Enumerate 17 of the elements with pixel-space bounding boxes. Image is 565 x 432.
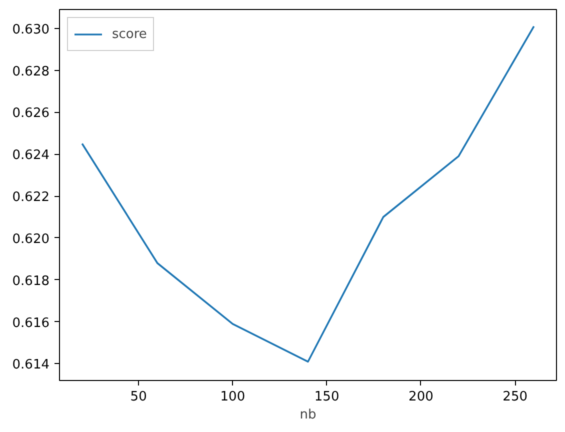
y-tick-label: 0.626 bbox=[12, 106, 50, 122]
y-tick-label: 0.618 bbox=[12, 274, 50, 289]
y-tick-label: 0.624 bbox=[12, 148, 50, 164]
x-axis-title: nb bbox=[300, 408, 316, 422]
legend-label: score bbox=[112, 26, 147, 42]
x-tick-label: 150 bbox=[314, 390, 340, 404]
y-tick-label: 0.622 bbox=[12, 190, 50, 206]
x-tick-label: 250 bbox=[502, 390, 528, 404]
x-tick-label: 200 bbox=[408, 390, 434, 404]
y-tick-label: 0.620 bbox=[12, 232, 50, 247]
y-tick-label: 0.628 bbox=[12, 64, 50, 80]
x-tick-label: 50 bbox=[130, 390, 147, 404]
x-tick-label: 100 bbox=[220, 390, 246, 404]
y-tick-label: 0.614 bbox=[12, 358, 50, 373]
line-series bbox=[81, 25, 535, 363]
y-tick-label: 0.616 bbox=[12, 316, 50, 331]
y-tick-label: 0.630 bbox=[12, 22, 50, 38]
